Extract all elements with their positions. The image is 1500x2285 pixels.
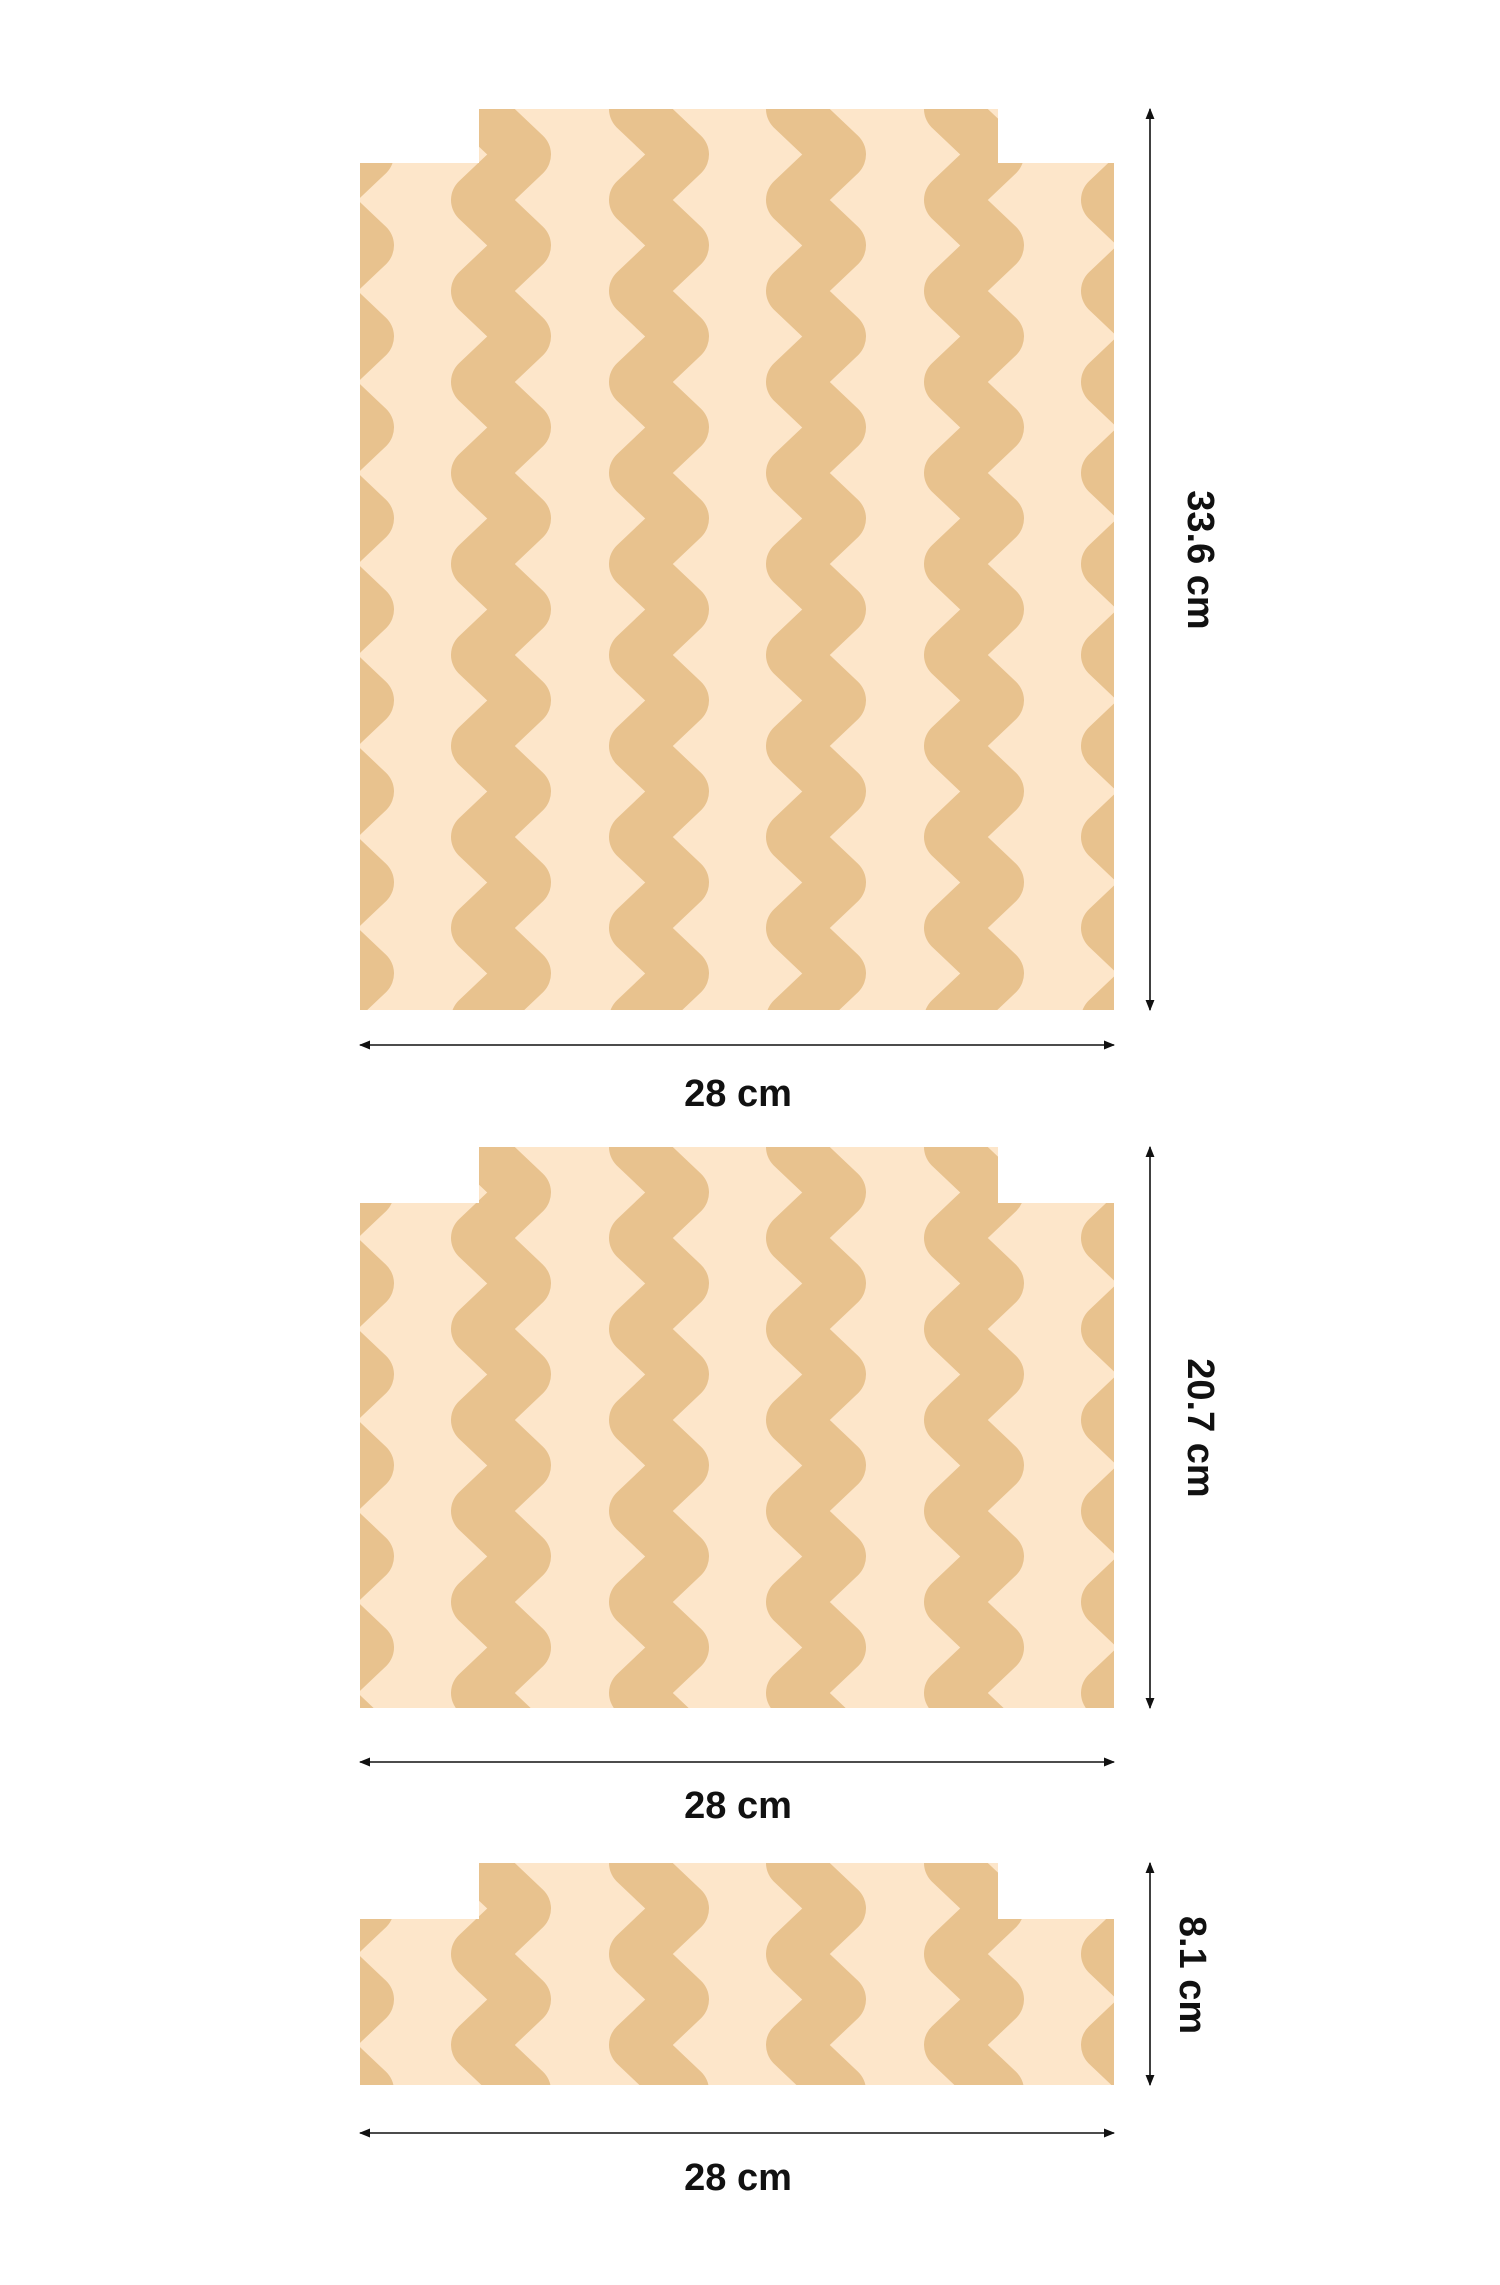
wave-stripe xyxy=(766,1147,866,1708)
wave-stripe xyxy=(924,1147,1024,1708)
wave-stripe xyxy=(766,1863,866,2085)
wave-stripe xyxy=(609,1863,709,2085)
wave-stripe xyxy=(924,109,1024,1010)
panel-3 xyxy=(358,1861,1155,2138)
wave-stripe xyxy=(766,109,866,1010)
wave-stripe xyxy=(924,1863,1024,2085)
panel-1-width-label: 28 cm xyxy=(684,1073,792,1115)
wave-stripe xyxy=(609,1147,709,1708)
panel-1-height-label: 33.6 cm xyxy=(1179,490,1221,629)
wave-stripe xyxy=(360,109,394,1010)
wave-stripe xyxy=(1081,1863,1114,2085)
panel-2-height-label: 20.7 cm xyxy=(1179,1358,1221,1497)
panel-3-height-label: 8.1 cm xyxy=(1171,1916,1213,2034)
panel-3-width-label: 28 cm xyxy=(684,2157,792,2199)
wave-stripe xyxy=(1081,109,1114,1010)
wave-stripe xyxy=(609,109,709,1010)
wave-stripe xyxy=(451,1863,551,2085)
wave-stripe xyxy=(451,1147,551,1708)
panel-1 xyxy=(358,107,1155,1050)
wave-stripe xyxy=(451,109,551,1010)
panel-2-width-label: 28 cm xyxy=(684,1785,792,1827)
wave-stripe xyxy=(1081,1147,1114,1708)
panel-2 xyxy=(358,1145,1155,1767)
